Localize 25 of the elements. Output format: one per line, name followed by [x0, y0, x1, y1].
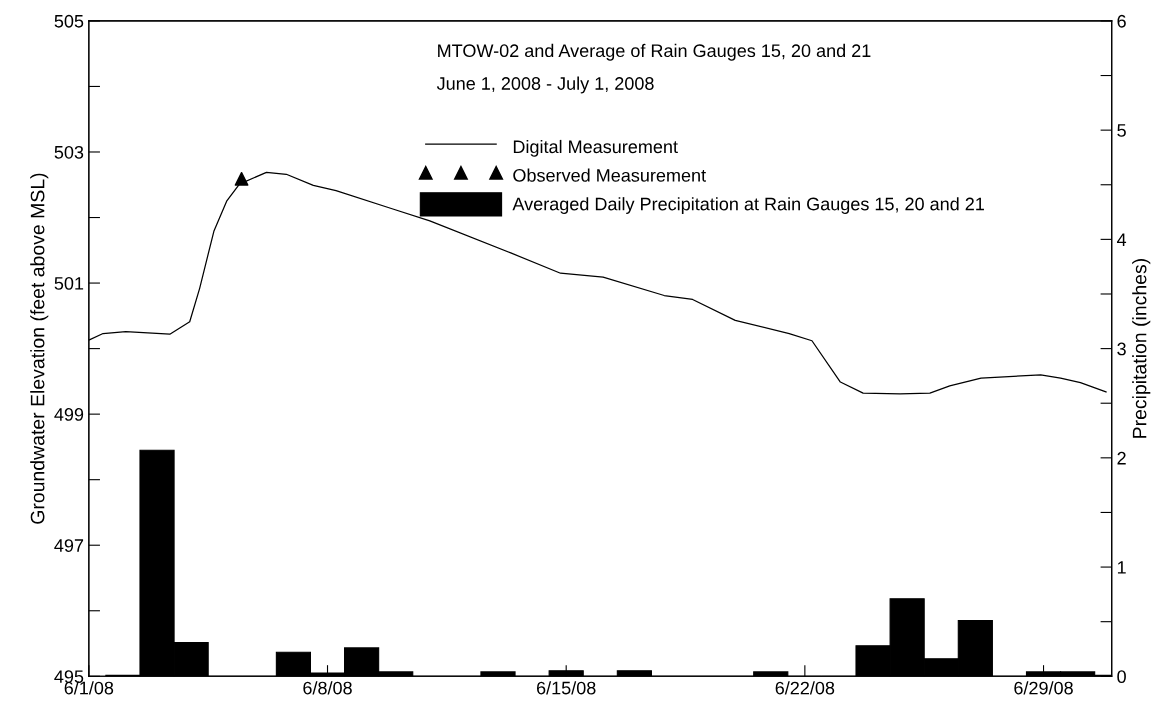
text: MTOW-02 and Average of Rain Gauges 15, 20 and 21	[438, 43, 871, 61]
y2-tick-label: 4	[1116, 233, 1127, 246]
y-tick-label: 505	[54, 14, 84, 28]
x-tick-label: 6/1/08	[64, 681, 114, 695]
y2-tick-label: 1	[1117, 561, 1126, 574]
x-tick-label: 6/29/08	[1014, 681, 1073, 695]
y-tick-label: 503	[54, 145, 84, 159]
y-tick-label: 501	[54, 277, 84, 290]
y-tick-label: 499	[54, 408, 84, 421]
legend-label: Averaged Daily Precipitation at Rain Gauges 15, 20 and 21	[512, 197, 984, 214]
y2-tick-label: 3	[1117, 342, 1126, 356]
y2-tick-label: 6	[1117, 14, 1126, 28]
y2-axis-title: Precipitation (inches)	[1132, 259, 1151, 438]
text: June 1, 2008 - July 1, 2008	[436, 76, 654, 94]
y2-tick-label: 2	[1117, 451, 1126, 465]
y-tick-label: 497	[54, 539, 84, 552]
y-axis-title: Groundwater Elevation (feet above MSL)	[30, 173, 49, 524]
x-tick-label: 6/22/08	[775, 681, 835, 695]
legend-label: Digital Measurement	[513, 139, 678, 157]
y-tick-label: 495	[54, 670, 84, 684]
y2-tick-label: 5	[1117, 124, 1126, 137]
x-tick-label: 6/15/08	[536, 681, 596, 695]
x-tick-label: 6/8/08	[303, 681, 352, 695]
y2-tick-label: 0	[1117, 670, 1126, 684]
legend-label: Observed Measurement	[513, 168, 706, 182]
